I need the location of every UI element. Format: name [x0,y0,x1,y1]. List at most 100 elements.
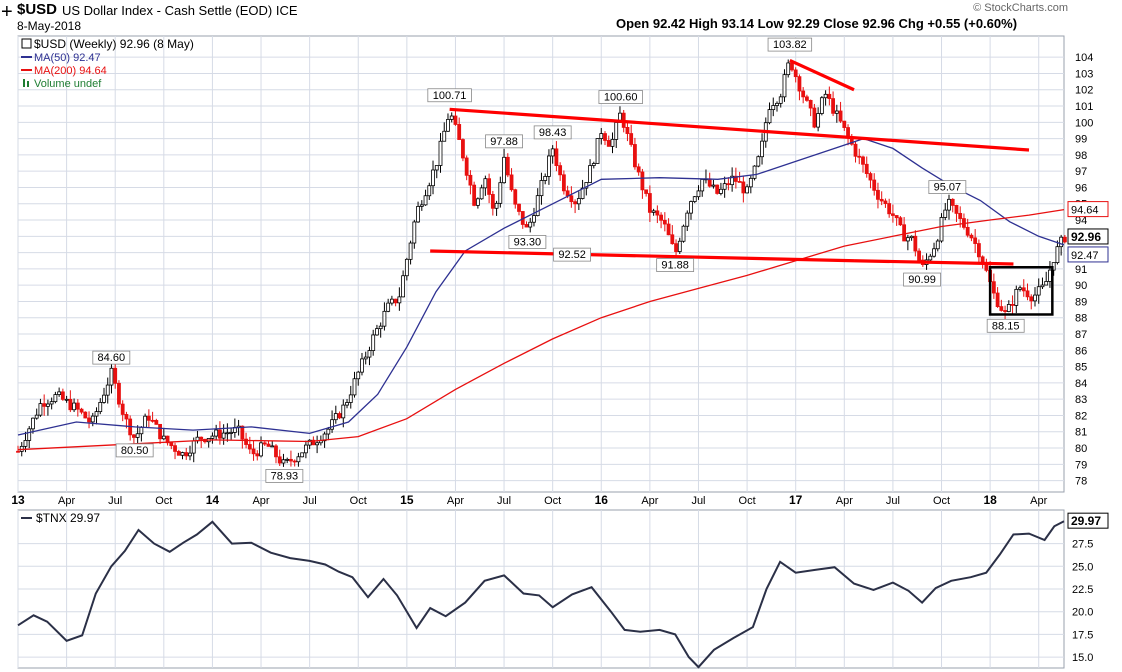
price-annotation-box [533,125,572,140]
price-tick-label: 97 [1075,166,1087,178]
candle-body [255,453,260,457]
candle-body [532,215,536,223]
legend-entry: MA(50) 92.47 [34,52,101,64]
x-tick-label: Apr [641,495,658,507]
symbol-description: US Dollar Index - Cash Settle (EOD) ICE [62,3,298,18]
candle-body [670,234,675,245]
candle-body [311,439,316,446]
candle-body [995,292,1000,307]
price-annotation-box [767,37,813,52]
candle-body [1044,281,1049,286]
candle-body [46,403,50,407]
copyright-notice[interactable]: © StockCharts.com [973,2,1068,14]
candle-body [1010,304,1015,306]
candle-body [87,417,91,423]
candle-body [333,413,338,421]
price-tick-label: 100 [1075,117,1093,129]
last-value-label: 92.47 [1071,250,1099,262]
candle-body [797,76,802,92]
candle-body [221,432,226,439]
price-tick-label: 94 [1075,215,1087,227]
candle-body [64,398,69,401]
candle-body [775,102,779,106]
candle-body [950,198,955,206]
last-value-label: 94.64 [1071,205,1099,217]
candle-body [75,402,80,410]
candle-body [823,93,828,99]
price-tick-label: 82 [1075,410,1087,422]
price-annotation-box [92,350,131,365]
price-annotation: 90.99 [908,274,936,286]
price-annotation: 95.07 [934,182,962,194]
x-tick-label: 16 [595,493,609,507]
price-annotation: 93.30 [514,236,542,248]
price-annotation-box [553,247,592,262]
candle-body [53,394,58,403]
candle-body [464,157,469,176]
candle-body [408,242,413,260]
candle-body [446,119,450,132]
candle-body [939,217,944,242]
candle-body [1040,284,1045,288]
candle-body [225,432,230,435]
candle-body [505,156,510,176]
x-tick-label: Apr [1030,495,1047,507]
x-tick-label: Apr [58,495,75,507]
candle-body [547,155,551,177]
candle-body [872,179,877,191]
indicator-title: $TNX 29.97 [36,511,100,525]
candle-body [289,458,293,462]
candle-body [958,212,963,219]
candle-body [999,306,1004,311]
candle-body [453,115,458,125]
candle-body [431,169,435,187]
price-annotation-box [598,90,643,104]
candle-body [838,110,843,122]
candle-body [498,182,503,204]
price-annotation-box [115,443,154,458]
x-tick-label: Jul [108,495,122,507]
candle-body [846,127,850,138]
candle-body [169,442,174,447]
price-annotation-box [485,134,523,149]
indicator-tick-label: 15.0 [1072,652,1093,664]
candle-body [887,203,892,215]
candle-body [666,223,671,236]
price-tick-label: 81 [1075,427,1087,439]
candle-body [606,140,611,147]
candle-body [83,411,88,419]
candle-body [490,194,495,209]
candle-body [965,226,970,236]
candle-body [1025,290,1030,298]
candle-body [771,105,776,111]
candle-body [337,413,342,419]
price-tick-label: 83 [1075,394,1087,406]
candle-body [352,378,357,396]
price-annotation: 100.71 [433,90,467,102]
ma50-line [17,137,1065,436]
price-annotation-box [656,258,695,272]
candle-body [891,213,895,216]
candle-body [389,298,394,304]
legend-volume-icon [27,81,29,87]
candle-body [360,358,364,373]
candle-body [898,217,903,226]
price-tick-label: 84 [1075,378,1087,390]
candle-body [603,133,607,141]
candle-body [790,62,794,71]
trendline [789,58,855,92]
x-tick-label: Oct [933,495,950,507]
candle-body [576,198,581,205]
candle-body [640,171,645,191]
price-tick-label: 103 [1075,68,1093,80]
candle-body [689,201,693,214]
candle-body [584,182,589,189]
candle-body [371,334,376,351]
candle-body [879,198,884,202]
crosshair-icon: + [1,1,13,23]
candle-body [902,224,907,242]
symbol-title: $USD [17,1,58,18]
candle-body [935,240,940,250]
candle-body [741,181,746,194]
legend-candle-icon [21,38,32,49]
